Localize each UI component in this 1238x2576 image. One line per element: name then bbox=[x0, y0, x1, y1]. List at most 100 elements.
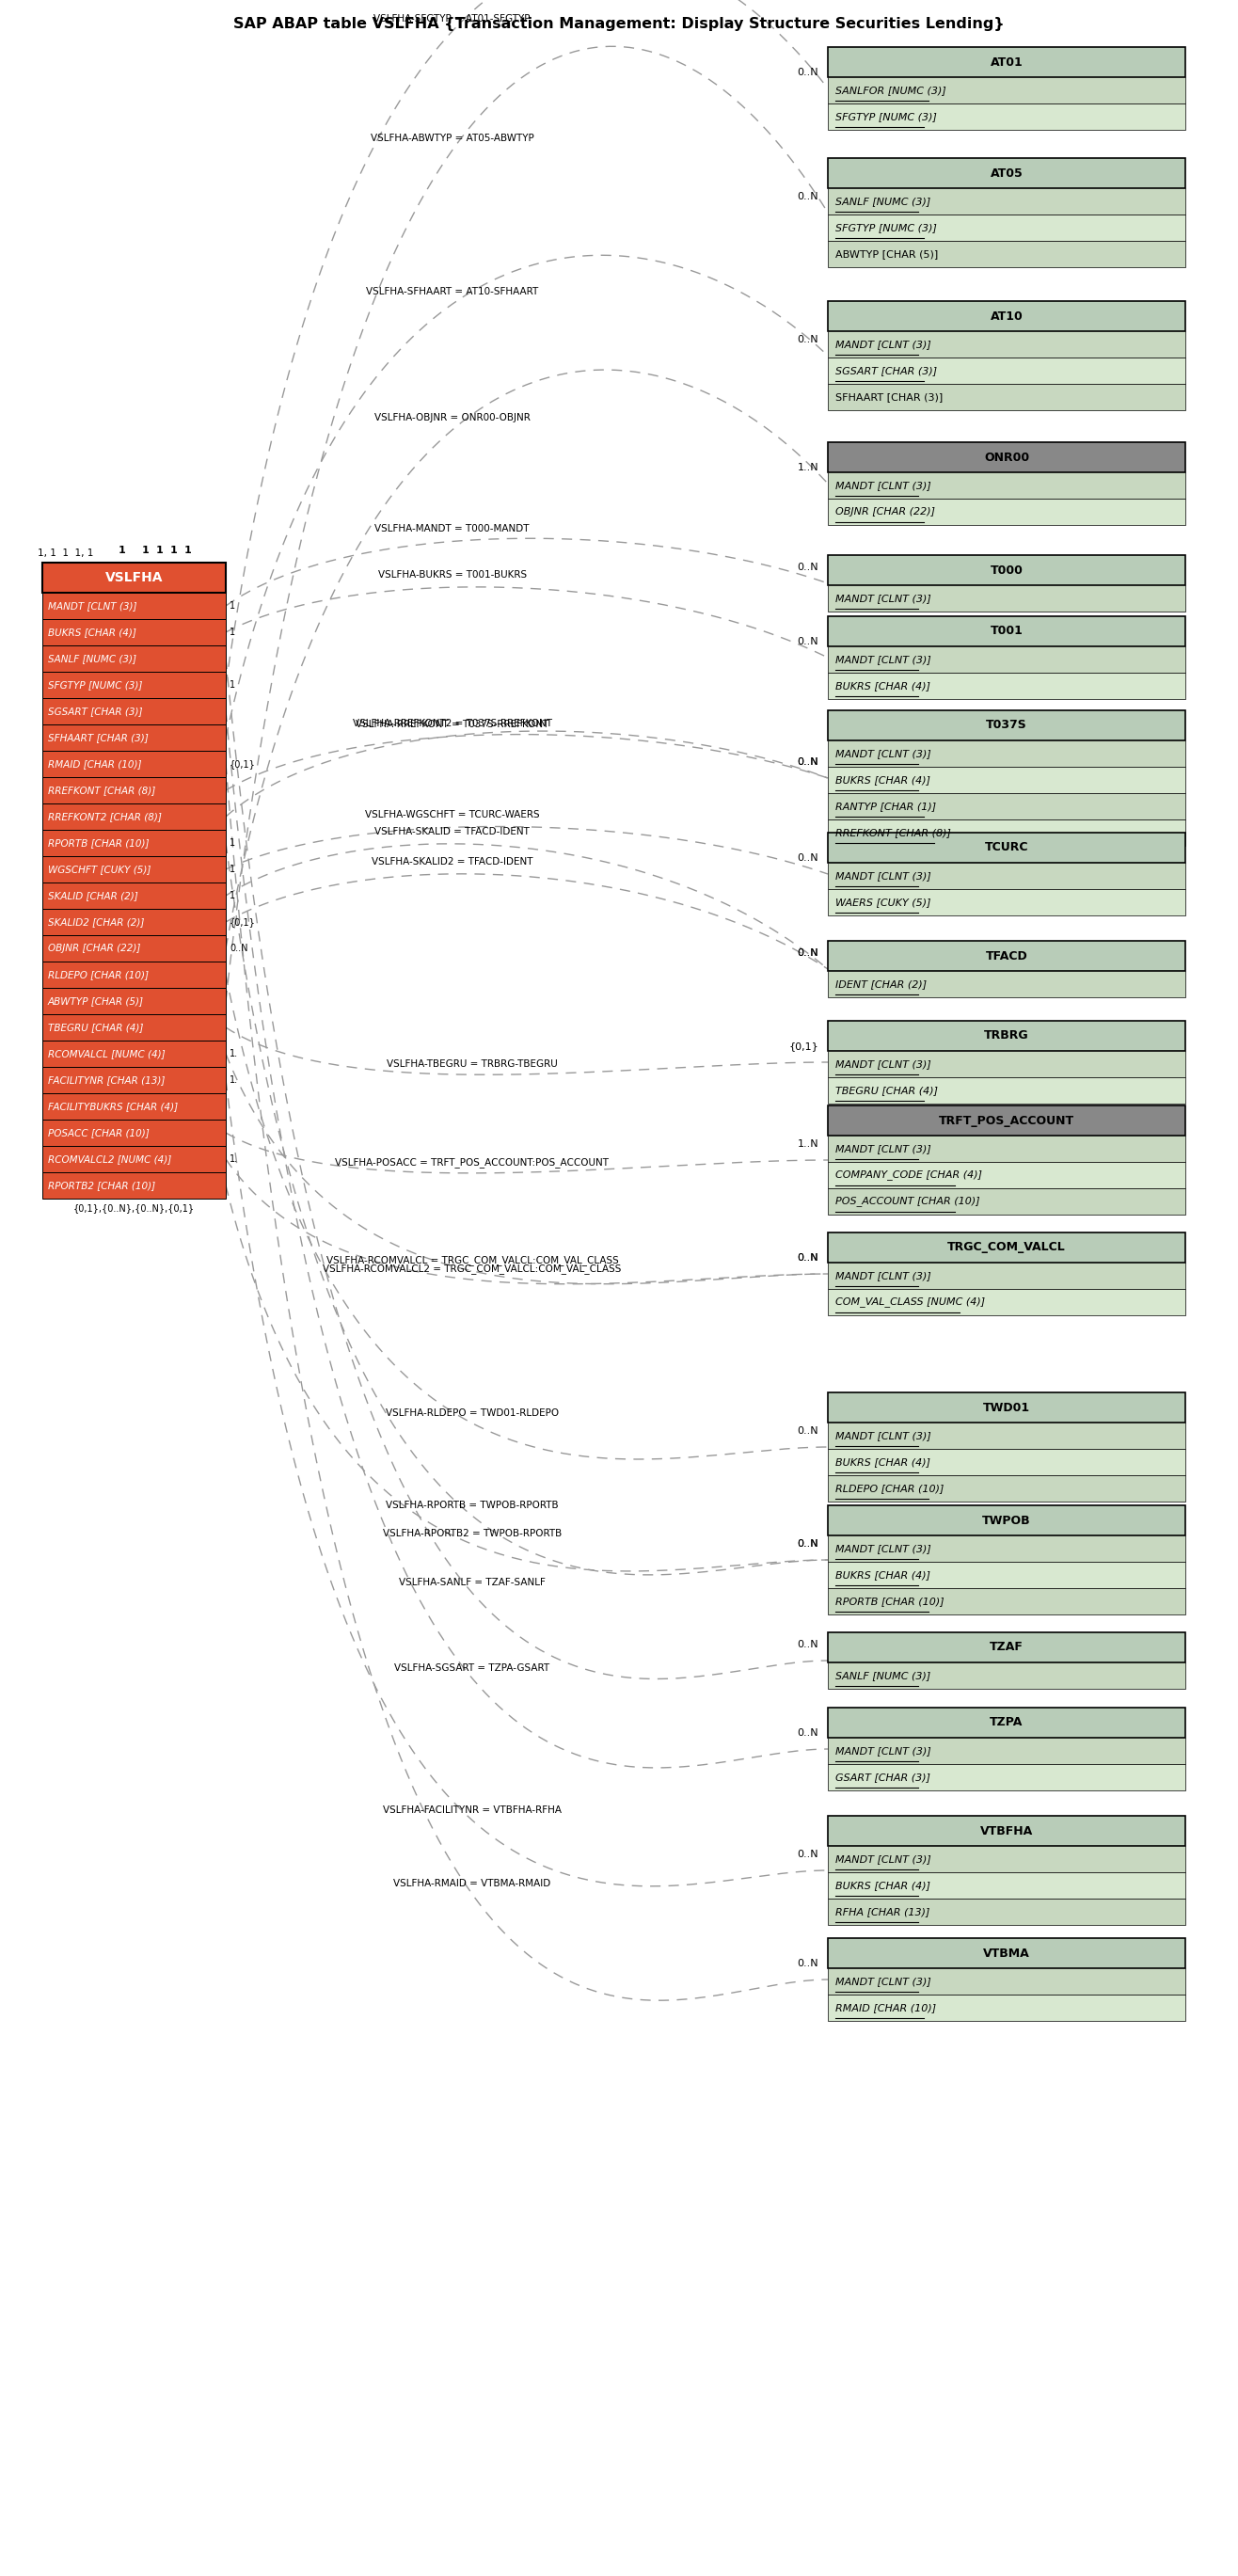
Text: BUKRS [CHAR (4)]: BUKRS [CHAR (4)] bbox=[48, 629, 136, 636]
Text: SKALID [CHAR (2)]: SKALID [CHAR (2)] bbox=[48, 891, 139, 902]
Text: 0..N: 0..N bbox=[229, 943, 248, 953]
Text: TBEGRU [CHAR (4)]: TBEGRU [CHAR (4)] bbox=[48, 1023, 144, 1033]
Text: {0,1}: {0,1} bbox=[789, 1041, 818, 1051]
FancyBboxPatch shape bbox=[828, 889, 1185, 914]
Text: T001: T001 bbox=[990, 626, 1023, 636]
Text: VSLFHA-RREFKONT = T037S-RREFKONT: VSLFHA-RREFKONT = T037S-RREFKONT bbox=[355, 719, 548, 729]
FancyBboxPatch shape bbox=[828, 863, 1185, 889]
Text: VSLFHA-TBEGRU = TRBRG-TBEGRU: VSLFHA-TBEGRU = TRBRG-TBEGRU bbox=[386, 1059, 557, 1069]
Text: RCOMVALCL [NUMC (4)]: RCOMVALCL [NUMC (4)] bbox=[48, 1048, 165, 1059]
FancyBboxPatch shape bbox=[42, 1172, 225, 1198]
Text: RPORTB [CHAR (10)]: RPORTB [CHAR (10)] bbox=[48, 837, 149, 848]
FancyBboxPatch shape bbox=[828, 940, 1185, 971]
FancyBboxPatch shape bbox=[828, 1077, 1185, 1103]
Text: {0,1},{0..N},{0..N},{0,1}: {0,1},{0..N},{0..N},{0,1} bbox=[73, 1203, 194, 1213]
Text: 0..N: 0..N bbox=[797, 1850, 818, 1860]
Text: MANDT [CLNT (3)]: MANDT [CLNT (3)] bbox=[836, 1144, 931, 1154]
Text: SGSART [CHAR (3)]: SGSART [CHAR (3)] bbox=[836, 366, 937, 376]
Text: T037S: T037S bbox=[985, 719, 1028, 732]
FancyBboxPatch shape bbox=[828, 1589, 1185, 1615]
FancyBboxPatch shape bbox=[828, 832, 1185, 863]
Text: SFGTYP [NUMC (3)]: SFGTYP [NUMC (3)] bbox=[48, 680, 142, 690]
FancyBboxPatch shape bbox=[828, 1873, 1185, 1899]
FancyBboxPatch shape bbox=[828, 819, 1185, 845]
FancyBboxPatch shape bbox=[42, 987, 225, 1015]
FancyBboxPatch shape bbox=[828, 1816, 1185, 1847]
FancyBboxPatch shape bbox=[828, 711, 1185, 739]
FancyBboxPatch shape bbox=[42, 647, 225, 672]
Text: MANDT [CLNT (3)]: MANDT [CLNT (3)] bbox=[836, 1976, 931, 1986]
FancyBboxPatch shape bbox=[828, 585, 1185, 611]
Text: SFHAART [CHAR (3)]: SFHAART [CHAR (3)] bbox=[48, 734, 149, 742]
FancyBboxPatch shape bbox=[828, 1561, 1185, 1589]
FancyBboxPatch shape bbox=[828, 1708, 1185, 1739]
FancyBboxPatch shape bbox=[828, 157, 1185, 188]
Text: 1, 1  1  1, 1: 1, 1 1 1, 1 bbox=[37, 549, 94, 559]
Text: MANDT [CLNT (3)]: MANDT [CLNT (3)] bbox=[836, 340, 931, 350]
Text: AT01: AT01 bbox=[990, 57, 1023, 67]
Text: RREFKONT [CHAR (8)]: RREFKONT [CHAR (8)] bbox=[48, 786, 156, 796]
Text: BUKRS [CHAR (4)]: BUKRS [CHAR (4)] bbox=[836, 775, 931, 786]
Text: 0..N: 0..N bbox=[797, 1641, 818, 1649]
Text: VSLFHA-RLDEPO = TWD01-RLDEPO: VSLFHA-RLDEPO = TWD01-RLDEPO bbox=[385, 1409, 558, 1417]
FancyBboxPatch shape bbox=[42, 855, 225, 884]
Text: VSLFHA-ABWTYP = AT05-ABWTYP: VSLFHA-ABWTYP = AT05-ABWTYP bbox=[370, 134, 534, 142]
Text: SANLF [NUMC (3)]: SANLF [NUMC (3)] bbox=[836, 1672, 931, 1680]
FancyBboxPatch shape bbox=[828, 1162, 1185, 1188]
FancyBboxPatch shape bbox=[42, 562, 225, 592]
FancyBboxPatch shape bbox=[42, 618, 225, 647]
FancyBboxPatch shape bbox=[828, 1448, 1185, 1476]
Text: SAP ABAP table VSLFHA {Transaction Management: Display Structure Securities Lend: SAP ABAP table VSLFHA {Transaction Manag… bbox=[234, 18, 1004, 31]
Text: RCOMVALCL2 [NUMC (4)]: RCOMVALCL2 [NUMC (4)] bbox=[48, 1154, 171, 1164]
Text: 0..N: 0..N bbox=[797, 562, 818, 572]
FancyBboxPatch shape bbox=[42, 592, 225, 618]
Text: TCURC: TCURC bbox=[984, 842, 1029, 853]
Text: VSLFHA-SFHAART = AT10-SFHAART: VSLFHA-SFHAART = AT10-SFHAART bbox=[366, 289, 539, 296]
FancyBboxPatch shape bbox=[828, 1105, 1185, 1136]
Text: WAERS [CUKY (5)]: WAERS [CUKY (5)] bbox=[836, 896, 931, 907]
Text: 0..N: 0..N bbox=[797, 1958, 818, 1968]
Text: SFGTYP [NUMC (3)]: SFGTYP [NUMC (3)] bbox=[836, 224, 937, 232]
FancyBboxPatch shape bbox=[42, 1146, 225, 1172]
FancyBboxPatch shape bbox=[828, 1231, 1185, 1262]
Text: 0..N: 0..N bbox=[797, 853, 818, 863]
FancyBboxPatch shape bbox=[828, 240, 1185, 268]
FancyBboxPatch shape bbox=[828, 1051, 1185, 1077]
Text: ABWTYP [CHAR (5)]: ABWTYP [CHAR (5)] bbox=[836, 250, 938, 258]
Text: BUKRS [CHAR (4)]: BUKRS [CHAR (4)] bbox=[836, 1880, 931, 1891]
Text: VSLFHA-RPORTB = TWPOB-RPORTB: VSLFHA-RPORTB = TWPOB-RPORTB bbox=[386, 1502, 558, 1510]
FancyBboxPatch shape bbox=[828, 1633, 1185, 1662]
Text: 0..N: 0..N bbox=[797, 757, 818, 768]
FancyBboxPatch shape bbox=[828, 971, 1185, 997]
Text: 0..N: 0..N bbox=[797, 1252, 818, 1262]
FancyBboxPatch shape bbox=[828, 77, 1185, 103]
Text: RMAID [CHAR (10)]: RMAID [CHAR (10)] bbox=[48, 760, 141, 768]
FancyBboxPatch shape bbox=[42, 961, 225, 987]
Text: ABWTYP [CHAR (5)]: ABWTYP [CHAR (5)] bbox=[48, 997, 144, 1005]
Text: 1: 1 bbox=[156, 546, 163, 554]
FancyBboxPatch shape bbox=[828, 471, 1185, 500]
Text: VSLFHA-RPORTB2 = TWPOB-RPORTB: VSLFHA-RPORTB2 = TWPOB-RPORTB bbox=[383, 1530, 562, 1538]
Text: COMPANY_CODE [CHAR (4)]: COMPANY_CODE [CHAR (4)] bbox=[836, 1170, 982, 1180]
Text: 0..N: 0..N bbox=[797, 335, 818, 345]
Text: AT10: AT10 bbox=[990, 309, 1023, 322]
FancyBboxPatch shape bbox=[828, 793, 1185, 819]
Text: SANLF [NUMC (3)]: SANLF [NUMC (3)] bbox=[836, 196, 931, 206]
Text: MANDT [CLNT (3)]: MANDT [CLNT (3)] bbox=[836, 1543, 931, 1553]
FancyBboxPatch shape bbox=[828, 46, 1185, 77]
Text: 0..N: 0..N bbox=[797, 1427, 818, 1435]
Text: TWPOB: TWPOB bbox=[982, 1515, 1031, 1528]
FancyBboxPatch shape bbox=[828, 358, 1185, 384]
Text: RPORTB [CHAR (10)]: RPORTB [CHAR (10)] bbox=[836, 1597, 945, 1605]
Text: SFGTYP [NUMC (3)]: SFGTYP [NUMC (3)] bbox=[836, 111, 937, 121]
Text: RFHA [CHAR (13)]: RFHA [CHAR (13)] bbox=[836, 1906, 930, 1917]
Text: COM_VAL_CLASS [NUMC (4)]: COM_VAL_CLASS [NUMC (4)] bbox=[836, 1296, 985, 1306]
FancyBboxPatch shape bbox=[828, 1937, 1185, 1968]
Text: VTBFHA: VTBFHA bbox=[980, 1824, 1032, 1837]
Text: FACILITYBUKRS [CHAR (4)]: FACILITYBUKRS [CHAR (4)] bbox=[48, 1103, 178, 1110]
FancyBboxPatch shape bbox=[828, 188, 1185, 214]
FancyBboxPatch shape bbox=[828, 672, 1185, 698]
FancyBboxPatch shape bbox=[828, 1504, 1185, 1535]
FancyBboxPatch shape bbox=[42, 778, 225, 804]
Text: MANDT [CLNT (3)]: MANDT [CLNT (3)] bbox=[836, 871, 931, 881]
